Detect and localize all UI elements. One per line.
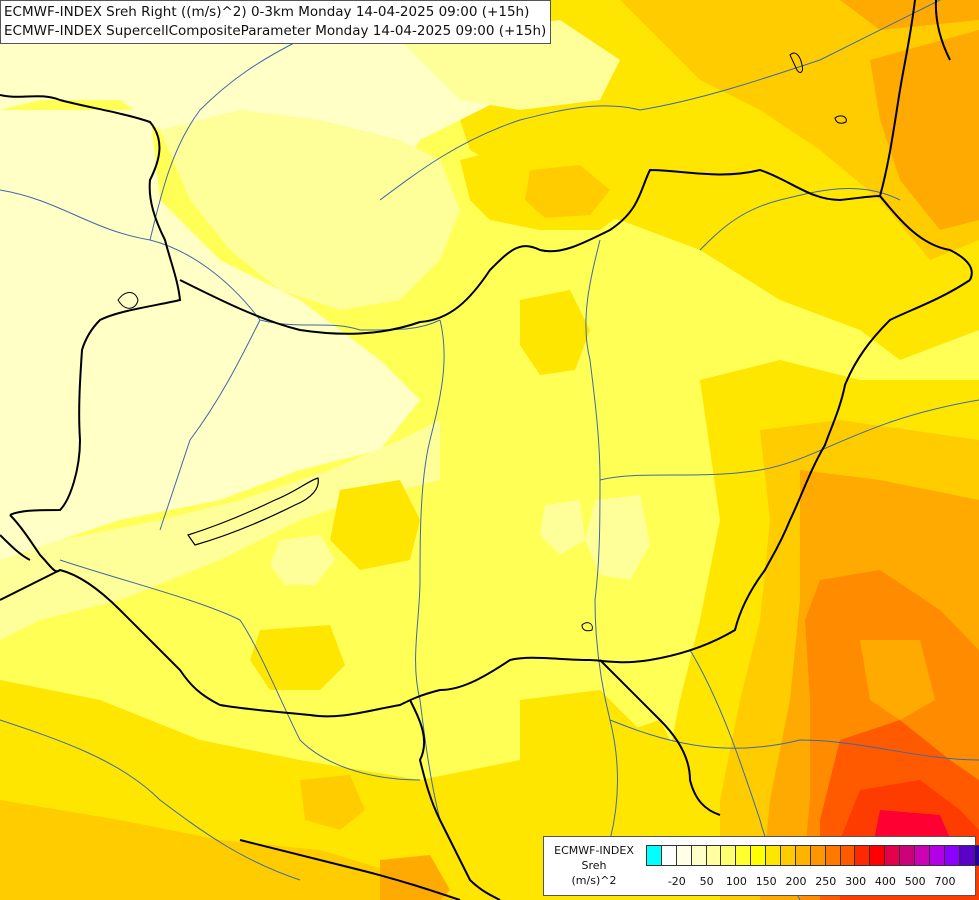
legend-swatch [750,845,767,866]
title-line-2: ECMWF-INDEX SupercellCompositeParameter … [4,23,547,39]
field-n-light [160,110,460,310]
field-w-light [0,420,440,640]
legend-tick-label: 150 [755,875,777,888]
legend-swatch [973,845,979,866]
legend-swatches [646,845,979,866]
legend-swatch [720,845,737,866]
legend-swatch [943,845,960,866]
legend-swatch [958,845,975,866]
legend-swatch [794,845,811,866]
legend-tick-label: 100 [725,875,747,888]
field-c-gold2 [520,290,590,375]
legend-swatch [765,845,782,866]
field-e-orange2 [860,640,935,720]
field-s-gold2 [520,690,640,800]
title-line-1: ECMWF-INDEX Sreh Right ((m/s)^2) 0-3km M… [4,4,530,20]
legend-swatch [780,845,796,866]
field-nw-pale2 [0,110,420,560]
legend-swatch [869,845,886,866]
legend-swatch [675,845,692,866]
legend-tick-label: 700 [934,875,956,888]
field-s-orange [380,855,450,900]
legend-tick-label: 500 [904,875,926,888]
field-c-light1 [270,535,335,585]
legend-swatch [646,845,662,866]
legend-swatch [854,845,871,866]
legend-tick-label: -20 [667,875,686,888]
legend-swatch [660,845,677,866]
map-title: ECMWF-INDEX Sreh Right ((m/s)^2) 0-3km M… [0,0,552,44]
legend-line-3: (m/s)^2 [571,874,617,887]
legend-swatch [884,845,901,866]
legend-line-2: Sreh [581,859,607,872]
field-ne-orange [870,30,979,230]
lake-balaton [187,477,319,546]
legend-tick-label: 300 [845,875,867,888]
field-s-amber2 [300,775,365,830]
outlines [117,52,847,632]
legend-swatch [705,845,722,866]
field-c-gold3 [330,480,420,570]
legend-ticks: -20 50 100 150 200 250 300 400 500 700 [646,875,976,891]
legend-swatch [839,845,856,866]
legend-swatch [690,845,707,866]
field-c-light3 [540,500,585,555]
legend-tick-label: 50 [699,875,714,888]
field-c-gold4 [250,625,345,690]
legend-tick-label: 250 [815,875,837,888]
legend-swatch [735,845,752,866]
legend-line-1: ECMWF-INDEX [554,844,634,857]
legend-swatch [809,845,826,866]
field-c-light2 [585,495,650,580]
legend-tick-label: 200 [785,875,807,888]
field-s-amber [0,800,460,900]
legend-swatch [824,845,841,866]
field-c-amber1 [525,165,610,218]
legend-swatch [914,845,930,866]
legend-swatch [899,845,916,866]
color-legend: ECMWF-INDEX Sreh (m/s)^2 -20 50 100 150 200 2… [543,836,979,896]
legend-tick-label: 400 [874,875,896,888]
legend-swatch [928,845,945,866]
legend-caption: ECMWF-INDEX Sreh (m/s)^2 [546,843,642,888]
